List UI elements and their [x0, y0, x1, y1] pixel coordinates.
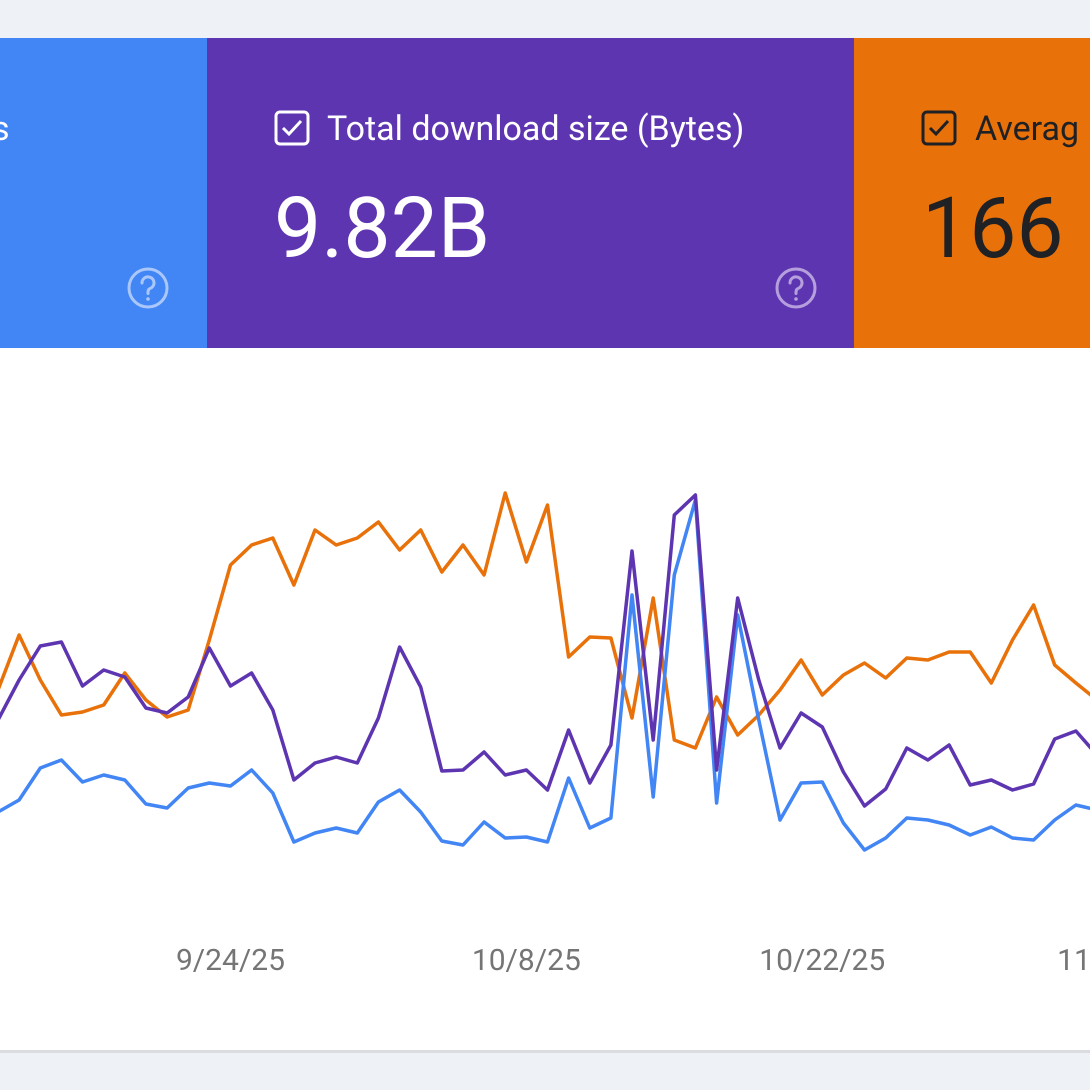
card-crawl-requests[interactable]: s: [0, 38, 207, 348]
chart-panel: [0, 348, 1090, 1051]
x-tick-label: 9/24/25: [176, 943, 285, 978]
line-chart: 9/24/25 10/8/25 10/22/25 11: [0, 491, 1090, 978]
card-background: [854, 38, 1090, 348]
card-label: Averag: [975, 109, 1079, 149]
help-icon[interactable]: [127, 267, 169, 309]
series-line: [0, 491, 1090, 750]
card-label: s: [0, 109, 10, 149]
series-line: [0, 498, 1090, 852]
card-background: [207, 38, 854, 348]
series-line: [0, 493, 1090, 808]
checkbox[interactable]: [274, 110, 310, 146]
card-response-time[interactable]: Averag 166: [854, 38, 1090, 348]
card-value: 9.82B: [274, 179, 490, 278]
help-icon[interactable]: [775, 267, 817, 309]
card-label: Total download size (Bytes): [327, 109, 744, 149]
checkbox[interactable]: [921, 110, 957, 146]
panel-shadow: [0, 1050, 1090, 1053]
card-value: 166: [922, 179, 1064, 278]
x-tick-label: 10/8/25: [472, 943, 581, 978]
x-tick-label: 11: [1057, 943, 1090, 978]
card-download-size[interactable]: Total download size (Bytes) 9.82B: [207, 38, 854, 348]
card-background: [0, 38, 207, 348]
x-tick-label: 10/22/25: [759, 943, 885, 978]
